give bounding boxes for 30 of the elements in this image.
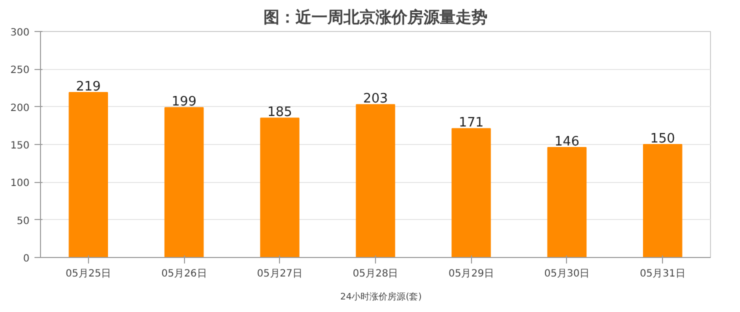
data-label: 219 — [76, 80, 101, 95]
bar — [356, 104, 396, 258]
data-label: 199 — [172, 94, 196, 110]
x-tick-label: 05月27日 — [257, 268, 303, 280]
y-tick-label: 0 — [23, 254, 30, 264]
bar — [68, 92, 108, 258]
x-tick-label: 05月25日 — [66, 268, 112, 280]
y-tick-label: 200 — [10, 102, 30, 114]
chart-title: 图：近一周北京涨价房源量走势 — [264, 8, 488, 26]
data-label: 171 — [458, 116, 484, 131]
bar — [643, 144, 682, 258]
y-tick-label: 150 — [10, 140, 30, 152]
y-tick-label: 100 — [10, 178, 30, 190]
bar — [452, 128, 491, 258]
text: 24小时涨价房源(套) — [340, 291, 422, 304]
y-tick-label: 300 — [10, 28, 30, 38]
x-tick-label: 05月30日 — [544, 268, 590, 280]
data-label: 185 — [267, 105, 292, 120]
bar — [164, 107, 204, 258]
y-tick-label: 50 — [16, 216, 30, 227]
x-tick-label: 05月29日 — [448, 268, 494, 280]
y-tick-label: 250 — [10, 65, 30, 76]
data-label: 150 — [650, 132, 676, 146]
bar — [547, 147, 587, 258]
x-tick-label: 05月28日 — [352, 268, 398, 280]
x-tick-label: 05月31日 — [640, 268, 686, 280]
x-tick-label: 05月26日 — [161, 268, 207, 280]
bar — [260, 118, 300, 258]
data-label: 203 — [363, 92, 388, 107]
data-label: 146 — [554, 134, 580, 150]
